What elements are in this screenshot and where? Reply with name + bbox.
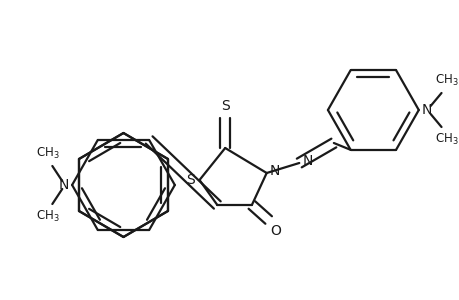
Text: CH$_3$: CH$_3$ [434,132,457,147]
Text: CH$_3$: CH$_3$ [434,73,457,88]
Text: CH$_3$: CH$_3$ [35,146,59,161]
Text: N: N [302,154,312,168]
Text: N: N [421,103,431,117]
Text: S: S [220,99,229,113]
Text: CH$_3$: CH$_3$ [35,209,59,224]
Text: N: N [269,164,280,178]
Text: O: O [270,224,281,238]
Text: N: N [59,178,69,192]
Text: S: S [185,173,194,187]
